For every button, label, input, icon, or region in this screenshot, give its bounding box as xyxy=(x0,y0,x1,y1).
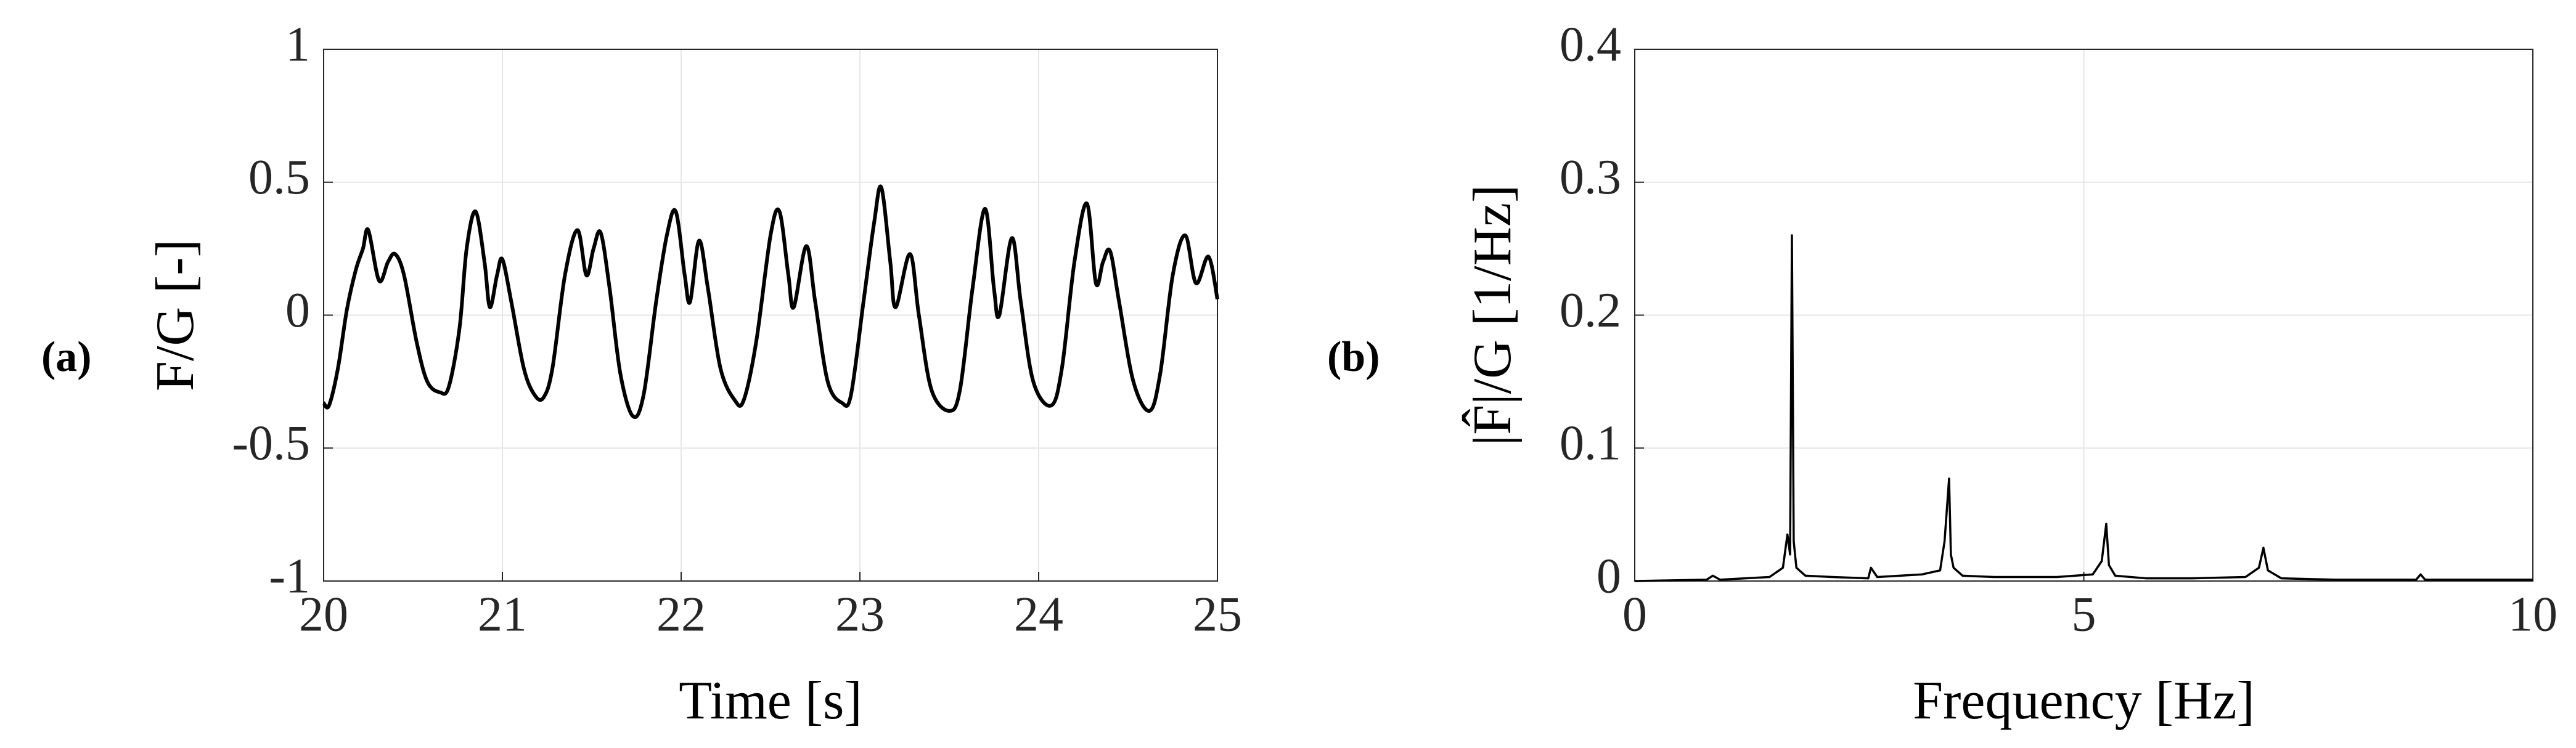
y-axis-label: |F̂|/G [1/Hz] xyxy=(1461,185,1523,446)
x-tick-label: 10 xyxy=(2508,587,2558,641)
y-tick-label: -0.5 xyxy=(232,417,310,471)
x-tick-label: 5 xyxy=(2072,587,2096,641)
y-tick-label: 0 xyxy=(285,283,310,338)
x-tick-label: 21 xyxy=(478,587,527,641)
x-tick-label: 23 xyxy=(835,587,885,641)
axes-box xyxy=(1634,49,2533,582)
y-tick-label: 0.2 xyxy=(1560,283,1621,338)
x-axis-label: Time [s] xyxy=(679,671,862,731)
y-tick-label: -1 xyxy=(269,549,310,603)
axes-box xyxy=(323,49,1218,582)
x-tick-label: 22 xyxy=(656,587,706,641)
data-line xyxy=(1634,234,2533,582)
panel-label: (b) xyxy=(1327,333,1380,381)
y-tick-label: 0.3 xyxy=(1560,150,1621,205)
x-axis-label: Frequency [Hz] xyxy=(1913,671,2255,731)
y-tick-label: 0 xyxy=(1597,549,1621,603)
x-tick-label: 24 xyxy=(1014,587,1063,641)
y-tick-label: 0.1 xyxy=(1560,417,1621,471)
x-tick-label: 0 xyxy=(1622,587,1647,641)
x-tick-label: 20 xyxy=(299,587,348,641)
y-axis-label: F/G [-] xyxy=(145,239,205,391)
panel-label: (a) xyxy=(41,333,92,381)
x-tick-label: 25 xyxy=(1193,587,1242,641)
y-tick-label: 0.4 xyxy=(1560,17,1621,71)
y-tick-label: 1 xyxy=(285,17,310,71)
y-tick-label: 0.5 xyxy=(248,150,310,205)
data-line xyxy=(322,184,1219,419)
